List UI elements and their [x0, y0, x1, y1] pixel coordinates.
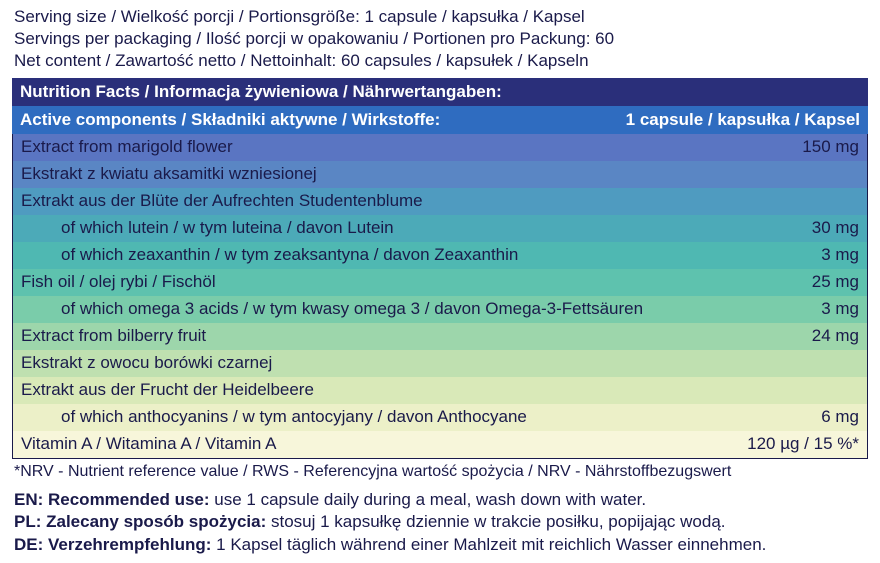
table-row: Extrakt aus der Frucht der Heidelbeere: [13, 377, 867, 404]
ingredient-label: Extract from bilberry fruit: [21, 325, 800, 348]
rec-de-label: DE: Verzehrempfehlung:: [14, 535, 211, 554]
ingredient-label: of which anthocyanins / w tym antocyjany…: [21, 406, 809, 429]
ingredient-value: 150 mg: [790, 136, 859, 159]
ingredient-label: Extrakt aus der Blüte der Aufrechten Stu…: [21, 190, 847, 213]
rec-en: EN: Recommended use: use 1 capsule daily…: [14, 489, 866, 512]
rec-pl-label: PL: Zalecany sposób spożycia:: [14, 512, 266, 531]
top-info: Serving size / Wielkość porcji / Portion…: [12, 6, 868, 76]
table-row: Fish oil / olej rybi / Fischöl25 mg: [13, 269, 867, 296]
ingredients-table: Extract from marigold flower150 mgEkstra…: [12, 134, 868, 458]
ingredient-value: 24 mg: [800, 325, 859, 348]
ingredient-label: Ekstrakt z owocu borówki czarnej: [21, 352, 847, 375]
net-content: Net content / Zawartość netto / Nettoinh…: [14, 50, 866, 72]
table-row: Ekstrakt z owocu borówki czarnej: [13, 350, 867, 377]
nutrition-facts-header: Nutrition Facts / Informacja żywieniowa …: [12, 78, 868, 106]
ingredient-label: of which lutein / w tym luteina / davon …: [21, 217, 800, 240]
serving-size: Serving size / Wielkość porcji / Portion…: [14, 6, 866, 28]
ingredient-value: [847, 163, 859, 186]
table-row: Vitamin A / Witamina A / Vitamin A120 µg…: [13, 431, 867, 458]
active-components-header: Active components / Składniki aktywne / …: [12, 106, 868, 134]
ingredient-value: 25 mg: [800, 271, 859, 294]
ingredient-value: 3 mg: [809, 244, 859, 267]
ingredient-label: of which omega 3 acids / w tym kwasy ome…: [21, 298, 809, 321]
ingredient-value: 3 mg: [809, 298, 859, 321]
ingredient-label: Ekstrakt z kwiatu aksamitki wzniesionej: [21, 163, 847, 186]
table-row: of which omega 3 acids / w tym kwasy ome…: [13, 296, 867, 323]
ingredient-label: of which zeaxanthin / w tym zeaksantyna …: [21, 244, 809, 267]
rec-de: DE: Verzehrempfehlung: 1 Kapsel täglich …: [14, 534, 866, 557]
table-row: Extract from marigold flower150 mg: [13, 134, 867, 161]
rec-en-label: EN: Recommended use:: [14, 490, 210, 509]
table-row: Extract from bilberry fruit24 mg: [13, 323, 867, 350]
table-row: Extrakt aus der Blüte der Aufrechten Stu…: [13, 188, 867, 215]
rec-en-text: use 1 capsule daily during a meal, wash …: [210, 490, 647, 509]
ingredient-value: [847, 190, 859, 213]
sub-header-right: 1 capsule / kapsułka / Kapsel: [626, 110, 860, 130]
table-row: Ekstrakt z kwiatu aksamitki wzniesionej: [13, 161, 867, 188]
ingredient-label: Vitamin A / Witamina A / Vitamin A: [21, 433, 735, 456]
rec-pl-text: stosuj 1 kapsułkę dziennie w trakcie pos…: [266, 512, 725, 531]
rec-pl: PL: Zalecany sposób spożycia: stosuj 1 k…: [14, 511, 866, 534]
ingredient-label: Fish oil / olej rybi / Fischöl: [21, 271, 800, 294]
ingredient-value: 6 mg: [809, 406, 859, 429]
sub-header-left: Active components / Składniki aktywne / …: [20, 110, 440, 130]
table-row: of which anthocyanins / w tym antocyjany…: [13, 404, 867, 431]
servings-per-pack: Servings per packaging / Ilość porcji w …: [14, 28, 866, 50]
ingredient-value: [847, 379, 859, 402]
nutrition-label: Serving size / Wielkość porcji / Portion…: [0, 0, 880, 563]
ingredient-value: 120 µg / 15 %*: [735, 433, 859, 456]
nrv-footnote: *NRV - Nutrient reference value / RWS - …: [12, 459, 868, 489]
ingredient-value: 30 mg: [800, 217, 859, 240]
table-row: of which lutein / w tym luteina / davon …: [13, 215, 867, 242]
rec-de-text: 1 Kapsel täglich während einer Mahlzeit …: [211, 535, 766, 554]
table-row: of which zeaxanthin / w tym zeaksantyna …: [13, 242, 867, 269]
ingredient-value: [847, 352, 859, 375]
recommendations: EN: Recommended use: use 1 capsule daily…: [12, 489, 868, 558]
ingredient-label: Extract from marigold flower: [21, 136, 790, 159]
ingredient-label: Extrakt aus der Frucht der Heidelbeere: [21, 379, 847, 402]
